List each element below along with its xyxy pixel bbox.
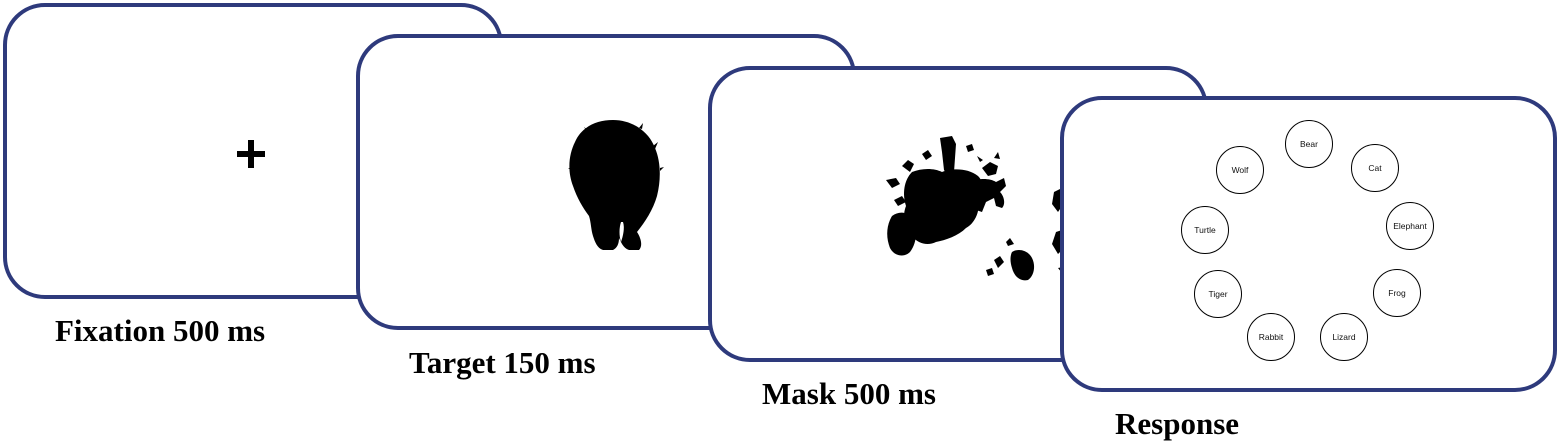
choice-frog[interactable]: Frog <box>1373 269 1421 317</box>
target-caption: Target 150 ms <box>409 345 596 380</box>
choice-cat[interactable]: Cat <box>1351 144 1399 192</box>
choice-tiger[interactable]: Tiger <box>1194 270 1242 318</box>
fixation-cross-icon <box>235 138 267 170</box>
bear-silhouette-icon <box>568 120 664 250</box>
choice-rabbit[interactable]: Rabbit <box>1247 313 1295 361</box>
choice-lizard[interactable]: Lizard <box>1320 313 1368 361</box>
mask-caption: Mask 500 ms <box>762 376 936 411</box>
animal-mask-collage-icon <box>886 136 1072 281</box>
choice-bear[interactable]: Bear <box>1285 120 1333 168</box>
fixation-caption: Fixation 500 ms <box>55 313 266 348</box>
response-caption: Response <box>1115 406 1240 441</box>
choice-elephant[interactable]: Elephant <box>1386 202 1434 250</box>
choice-turtle[interactable]: Turtle <box>1181 206 1229 254</box>
choice-wolf[interactable]: Wolf <box>1216 146 1264 194</box>
response-screen: Bear Cat Elephant Frog Lizard Rabbit Tig… <box>1060 96 1557 392</box>
